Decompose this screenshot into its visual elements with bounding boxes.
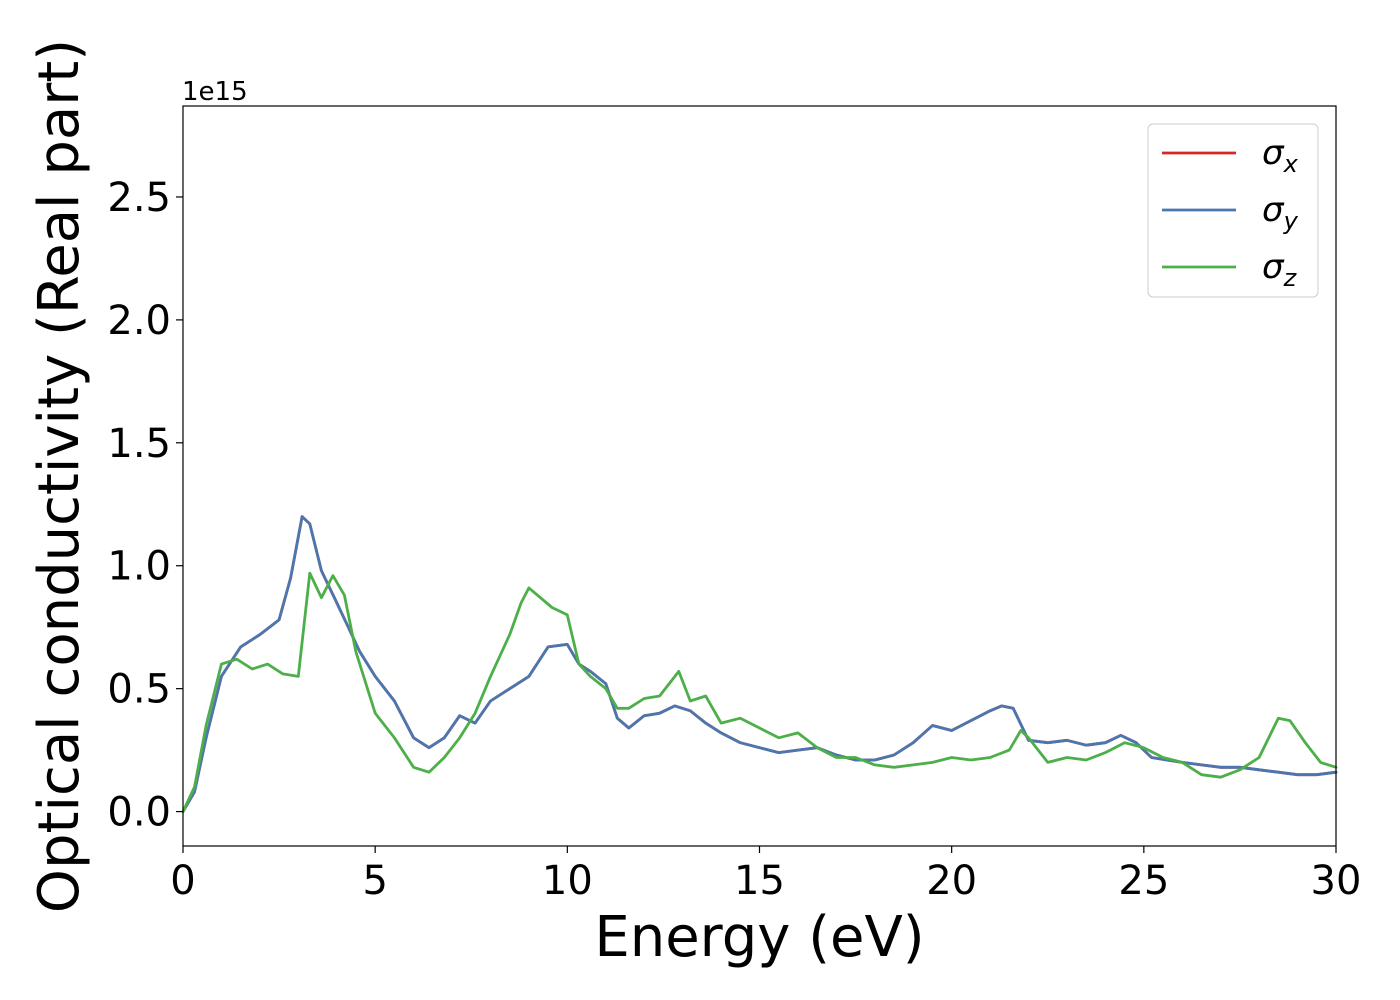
legend-label-x: σx	[1262, 133, 1299, 178]
legend: σx σy σz	[1147, 123, 1319, 298]
x-tick-label: 15	[734, 858, 785, 904]
y-axis-title: Optical conductivity (Real part)	[27, 39, 92, 913]
x-tick-label: 5	[362, 858, 387, 904]
y-tick-label: 2.0	[107, 298, 171, 344]
x-tick-label: 0	[170, 858, 195, 904]
plot-background	[183, 106, 1336, 846]
x-tick-label: 30	[1311, 858, 1362, 904]
series-line-z	[181, 571, 1338, 813]
y-tick-label: 2.5	[107, 175, 171, 221]
x-tick-label: 25	[1118, 858, 1169, 904]
y-offset-text: 1e15	[182, 77, 248, 107]
tick-layer: 0 5 10 15 20 25 30 0.0 0.5 1.0 1.5 2.0 2.5	[107, 175, 1361, 904]
y-tick-label: 1.5	[107, 421, 171, 467]
series-layer	[181, 515, 1338, 813]
y-tick-label: 0.5	[107, 667, 171, 713]
series-line-y	[181, 515, 1338, 813]
plot-frame	[182, 105, 1337, 847]
x-axis-title: Energy (eV)	[594, 905, 924, 970]
y-tick-label: 1.0	[107, 544, 171, 590]
legend-label-z: σz	[1262, 247, 1298, 292]
legend-label-y: σy	[1262, 190, 1299, 235]
x-tick-label: 20	[926, 858, 977, 904]
x-tick-label: 10	[542, 858, 593, 904]
y-tick-label: 0.0	[107, 790, 171, 836]
